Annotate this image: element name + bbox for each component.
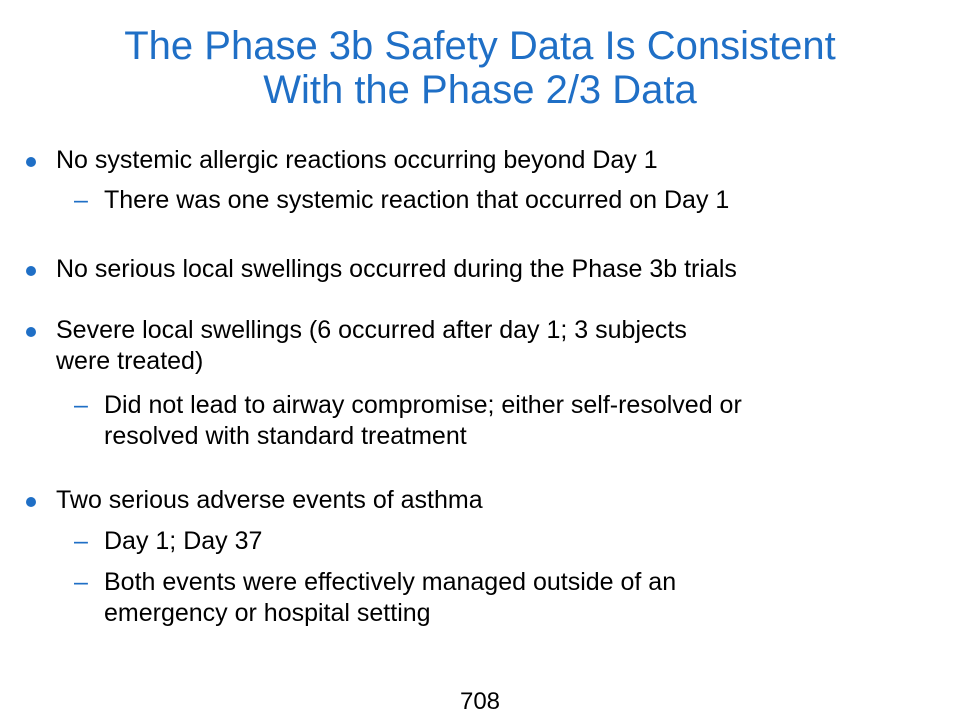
sub-bullet-text: Both events were effectively managed out… <box>104 567 934 629</box>
slide-title: The Phase 3b Safety Data Is Consistent W… <box>20 24 940 112</box>
slide-title-line-2: With the Phase 2/3 Data <box>263 68 697 112</box>
bullet-dot-icon <box>26 327 36 337</box>
bullet-text: Severe local swellings (6 occurred after… <box>56 315 936 377</box>
bullet-dot-icon <box>26 266 36 276</box>
sub-bullet-text-line-2: emergency or hospital setting <box>104 599 431 627</box>
sub-bullet-text: Day 1; Day 37 <box>104 527 263 555</box>
sub-bullet-text: There was one systemic reaction that occ… <box>104 186 730 214</box>
bullet-text: No systemic allergic reactions occurring… <box>56 146 658 174</box>
bullet-text: No serious local swellings occurred duri… <box>56 255 737 283</box>
bullet-text: Two serious adverse events of asthma <box>56 486 483 514</box>
slide-title-line-1: The Phase 3b Safety Data Is Consistent <box>124 24 836 68</box>
sub-bullet-text-line-2: resolved with standard treatment <box>104 422 467 450</box>
bullet-dot-icon <box>26 497 36 507</box>
sub-bullet-text-line-1: Both events were effectively managed out… <box>104 568 677 596</box>
dash-bullet-icon: – <box>74 391 88 419</box>
dash-bullet-icon: – <box>74 186 88 214</box>
sub-bullet-text-line-1: Did not lead to airway compromise; eithe… <box>104 391 742 419</box>
bullet-dot-icon <box>26 157 36 167</box>
dash-bullet-icon: – <box>74 527 88 555</box>
page-number: 708 <box>459 688 501 715</box>
bullet-text-line-2: were treated) <box>56 347 204 375</box>
dash-bullet-icon: – <box>74 568 88 596</box>
sub-bullet-text: Did not lead to airway compromise; eithe… <box>104 390 934 452</box>
bullet-text-line-1: Severe local swellings (6 occurred after… <box>56 316 687 344</box>
